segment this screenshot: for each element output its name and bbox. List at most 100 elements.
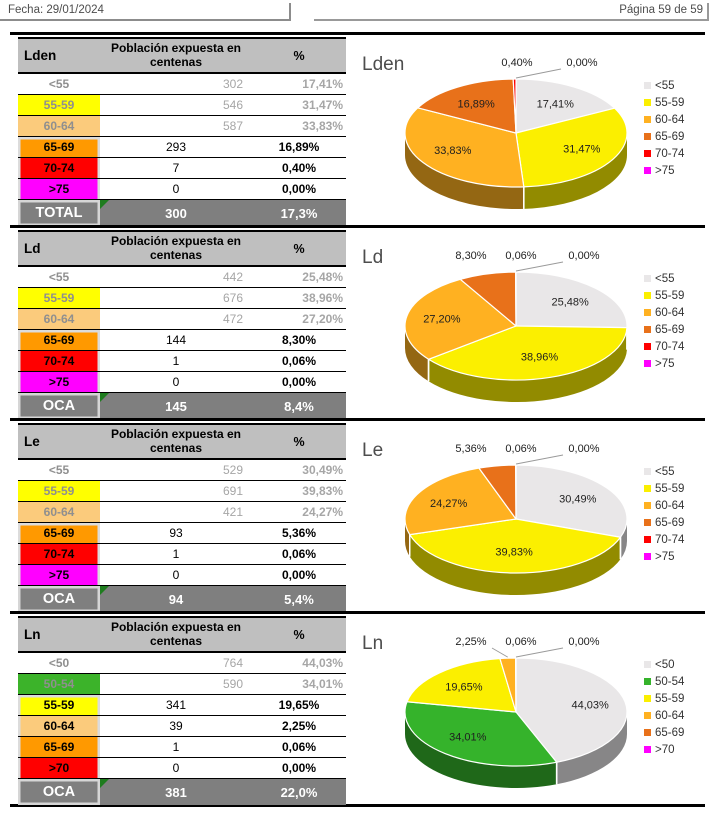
row-value: 442 [100, 267, 252, 288]
pie-chart-lden: Lden17,41%31,47%33,83%16,89%0,40%0,00%<5… [350, 37, 705, 223]
row-band-label: 55-59 [18, 288, 100, 309]
legend-item: 70-74 [644, 534, 685, 546]
row-pct: 2,25% [252, 716, 346, 737]
chart-title: Ln [362, 633, 383, 654]
row-band-label: >75 [18, 179, 100, 200]
slice-label-outside: 0,00% [566, 57, 597, 69]
row-value: 0 [100, 179, 252, 200]
col-header-pct: % [252, 618, 346, 653]
legend-marker-icon [644, 485, 651, 492]
legend-label: 65-69 [655, 131, 684, 143]
legend-marker-icon [644, 326, 651, 333]
legend-label: 70-74 [655, 534, 685, 546]
row-pct: 38,96% [252, 288, 346, 309]
legend-label: 60-64 [655, 500, 685, 512]
legend-label: 65-69 [655, 517, 684, 529]
slice-label-outside: 5,36% [455, 443, 486, 455]
row-value: 587 [100, 116, 252, 137]
row-value: 93 [100, 523, 252, 544]
legend-marker-icon [644, 82, 651, 89]
comment-indicator-icon [100, 200, 109, 209]
header-page-number: Página 59 de 59 [314, 3, 709, 21]
legend-item: <50 [644, 659, 675, 671]
slice-label: 33,83% [434, 145, 472, 157]
legend-item: 60-64 [644, 114, 685, 126]
legend-marker-icon [644, 502, 651, 509]
legend-marker-icon [644, 360, 651, 367]
legend-label: 60-64 [655, 307, 685, 319]
row-pct: 0,00% [252, 758, 346, 779]
legend-marker-icon [644, 292, 651, 299]
row-value: 472 [100, 309, 252, 330]
legend-marker-icon [644, 712, 651, 719]
col-header-population: Población expuesta en centenas [100, 39, 252, 74]
legend-marker-icon [644, 468, 651, 475]
legend-marker-icon [644, 116, 651, 123]
row-value: 293 [100, 137, 252, 158]
legend-label: 50-54 [655, 676, 685, 688]
row-value: 529 [100, 460, 252, 481]
legend-item: 55-59 [644, 290, 684, 302]
row-pct: 0,06% [252, 351, 346, 372]
row-band-label: <55 [18, 267, 100, 288]
col-header-population: Población expuesta en centenas [100, 618, 252, 653]
row-pct: 25,48% [252, 267, 346, 288]
indicator-label: Lden [18, 39, 100, 74]
row-pct: 34,01% [252, 674, 346, 695]
header-date: Fecha: 29/01/2024 [0, 3, 291, 21]
legend-label: 65-69 [655, 324, 684, 336]
total-label: OCA [18, 393, 100, 419]
row-value: 0 [100, 565, 252, 586]
slice-label: 44,03% [572, 700, 610, 712]
slice-label: 39,83% [495, 546, 533, 558]
row-band-label: 60-64 [18, 309, 100, 330]
legend-label: >75 [655, 165, 675, 177]
legend-label: <55 [655, 80, 675, 92]
row-value: 7 [100, 158, 252, 179]
slice-label-outside: 0,06% [505, 443, 536, 455]
row-value: 676 [100, 288, 252, 309]
row-band-label: 60-64 [18, 116, 100, 137]
total-label: TOTAL [18, 200, 100, 226]
legend-label: 65-69 [655, 727, 684, 739]
col-header-population: Población expuesta en centenas [100, 425, 252, 460]
total-value: 300 [100, 200, 252, 226]
row-pct: 31,47% [252, 95, 346, 116]
legend-label: >75 [655, 358, 675, 370]
row-band-label: 65-69 [18, 523, 100, 544]
total-pct: 5,4% [252, 586, 346, 612]
chart-title: Le [362, 440, 383, 461]
row-pct: 8,30% [252, 330, 346, 351]
legend-marker-icon [644, 729, 651, 736]
leader-line [516, 262, 563, 271]
legend-item: 60-64 [644, 307, 685, 319]
legend-item: >70 [644, 744, 675, 756]
leader-line [516, 648, 563, 657]
legend-marker-icon [644, 536, 651, 543]
page-header: Fecha: 29/01/2024 Página 59 de 59 [0, 3, 709, 21]
slice-label-outside: 8,30% [455, 250, 486, 262]
row-value: 1 [100, 351, 252, 372]
comment-indicator-icon [100, 393, 109, 402]
row-pct: 30,49% [252, 460, 346, 481]
legend-item: 60-64 [644, 500, 685, 512]
comment-indicator-icon [100, 586, 109, 595]
row-value: 1 [100, 737, 252, 758]
legend-label: 55-59 [655, 97, 684, 109]
row-pct: 16,89% [252, 137, 346, 158]
row-band-label: <50 [18, 653, 100, 674]
legend-item: 55-59 [644, 693, 684, 705]
slice-label: 38,96% [521, 352, 559, 364]
legend-label: 55-59 [655, 290, 684, 302]
legend-label: 55-59 [655, 693, 684, 705]
row-band-label: 60-64 [18, 716, 100, 737]
legend-item: 65-69 [644, 517, 684, 529]
slice-label: 17,41% [537, 98, 575, 110]
total-pct: 22,0% [252, 779, 346, 805]
